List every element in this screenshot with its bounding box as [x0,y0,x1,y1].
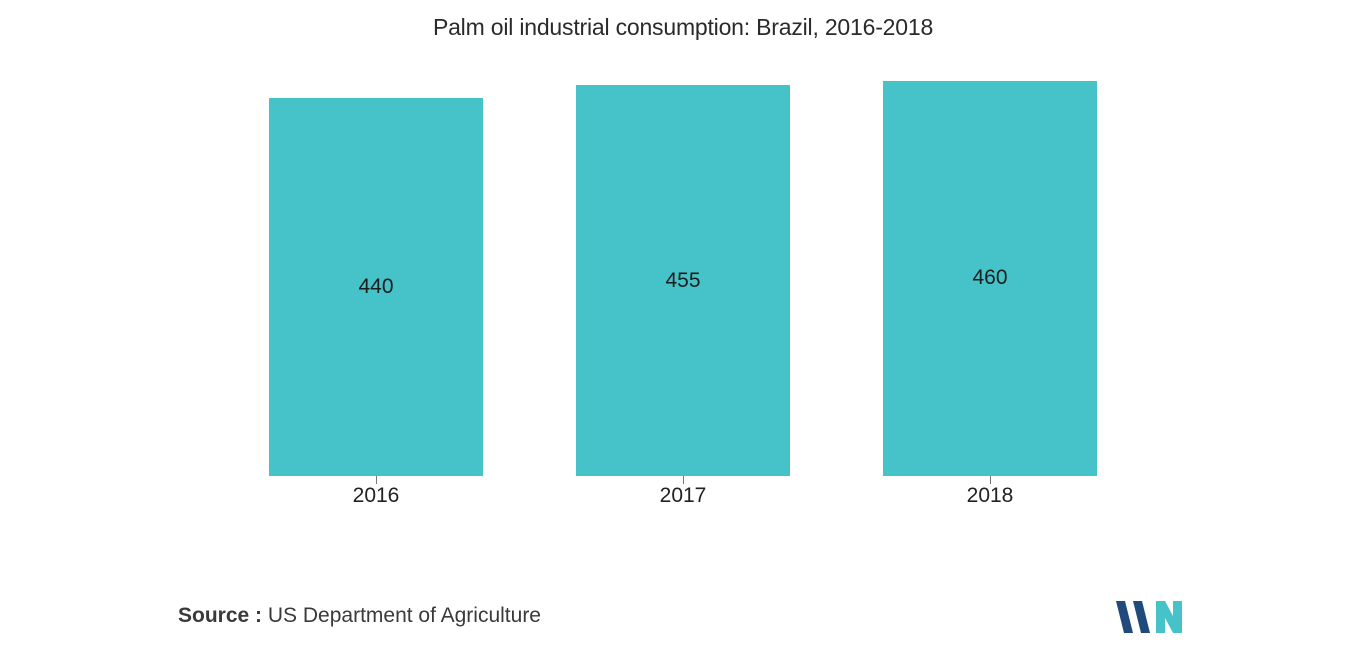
x-category-label: 2018 [967,484,1014,508]
footer: Source : US Department of Agriculture [178,599,1188,633]
bar: 455 [576,85,790,476]
brand-logo [1116,599,1188,633]
chart-title: Palm oil industrial consumption: Brazil,… [0,14,1366,41]
bar-value-label: 440 [269,275,483,299]
x-tick [376,476,377,484]
bar-value-label: 455 [576,269,790,293]
x-tick [990,476,991,484]
plot-area: 4402016 4552017 4602018 [178,68,1188,476]
x-category-label: 2016 [353,484,400,508]
bar-value-label: 460 [883,266,1097,290]
bar-group: 4602018 [883,81,1097,476]
source-line: Source : US Department of Agriculture [178,604,541,628]
source-prefix: Source : [178,604,262,627]
bar-group: 4402016 [269,98,483,476]
source-text: US Department of Agriculture [262,604,541,627]
chart-container: Palm oil industrial consumption: Brazil,… [0,0,1366,655]
x-category-label: 2017 [660,484,707,508]
bar-group: 4552017 [576,85,790,476]
logo-svg [1116,599,1188,633]
bar: 460 [883,81,1097,476]
x-tick [683,476,684,484]
bar: 440 [269,98,483,476]
